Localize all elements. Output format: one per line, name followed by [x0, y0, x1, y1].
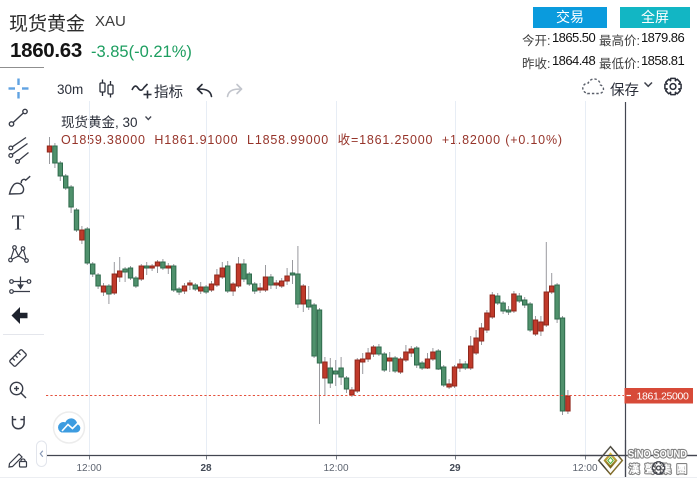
svg-text:SiNO SOUND: SiNO SOUND	[628, 449, 687, 461]
svg-text:12:00: 12:00	[572, 463, 597, 474]
svg-text:29: 29	[449, 463, 461, 474]
svg-text:12:00: 12:00	[76, 463, 101, 474]
svg-text:漢聲集團: 漢聲集團	[629, 463, 687, 476]
svg-text:T: T	[12, 211, 25, 235]
svg-text:12:00: 12:00	[323, 463, 348, 474]
svg-text:28: 28	[200, 463, 212, 474]
svg-text:1861.25000: 1861.25000	[637, 390, 689, 402]
